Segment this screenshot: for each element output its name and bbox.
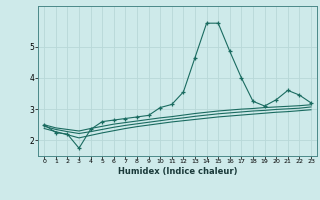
X-axis label: Humidex (Indice chaleur): Humidex (Indice chaleur) [118, 167, 237, 176]
